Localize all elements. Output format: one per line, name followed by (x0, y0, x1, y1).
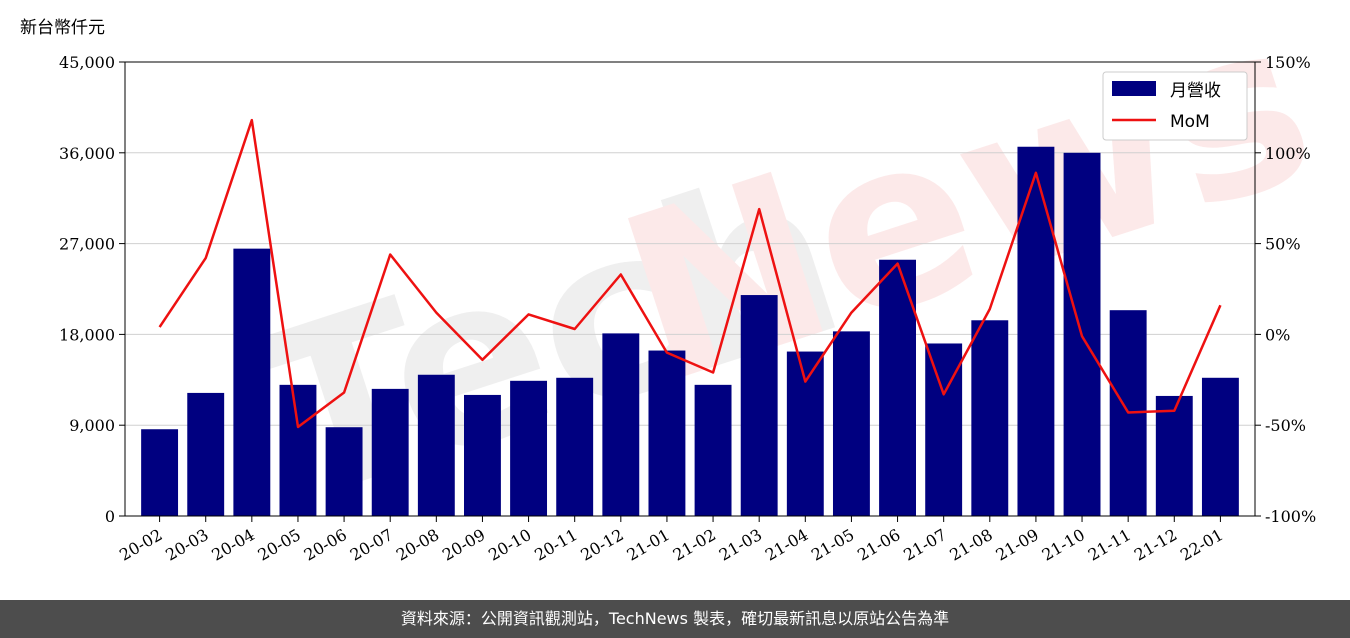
plot-frame (124, 61, 1256, 517)
revenue-bar (556, 377, 594, 516)
revenue-bar (233, 248, 271, 516)
legend: 月營收 MoM (1102, 71, 1248, 141)
svg-text:News: News (594, 0, 1340, 437)
revenue-bar (464, 394, 501, 516)
revenue-bar (325, 427, 363, 516)
x-tick-label: 20-12 (577, 525, 626, 565)
right-tick-label: 0% (1265, 325, 1290, 344)
revenue-bar (1201, 377, 1239, 516)
revenue-bar (879, 259, 916, 516)
legend-label-mom: MoM (1170, 112, 1210, 132)
right-tick-label: -100% (1265, 507, 1316, 526)
x-tick-label: 21-11 (1085, 525, 1134, 565)
x-tick-label: 20-05 (255, 525, 304, 565)
revenue-chart: Tech News 新台幣仟元 09,00018,00027,00036,000… (20, 0, 1340, 565)
left-tick-label: 0 (105, 507, 115, 526)
revenue-bar (371, 388, 409, 516)
revenue-bar (971, 320, 1009, 516)
x-tick-label: 20-10 (485, 525, 534, 565)
x-tick-label: 21-07 (900, 525, 949, 565)
x-tick-label: 22-01 (1177, 525, 1226, 565)
x-tick-label: 20-03 (162, 525, 211, 565)
right-tick-label: 50% (1265, 235, 1301, 254)
x-tick-label: 20-02 (116, 525, 165, 565)
revenue-bar (786, 351, 824, 516)
x-tick-label: 20-04 (208, 525, 257, 565)
revenue-bar (417, 374, 455, 516)
revenue-bar (602, 333, 640, 516)
right-tick-label: 150% (1265, 53, 1311, 72)
x-tick-label: 21-05 (808, 525, 857, 565)
x-tick-label: 21-01 (623, 525, 672, 565)
revenue-bar (279, 384, 317, 516)
x-tick-label: 21-12 (1131, 525, 1180, 565)
x-tick-label: 21-04 (762, 525, 811, 565)
revenue-bar (648, 350, 686, 516)
right-tick-label: 100% (1265, 144, 1311, 163)
revenue-bar (740, 295, 778, 516)
x-tick-label: 21-08 (946, 525, 995, 565)
source-footer: 資料來源：公開資訊觀測站，TechNews 製表，確切最新訊息以原站公告為準 (0, 600, 1350, 638)
mom-line (158, 118, 1222, 429)
revenue-bar (510, 380, 548, 516)
revenue-bar (694, 384, 732, 516)
revenue-bar (141, 429, 179, 516)
x-tick-label: 20-11 (531, 525, 580, 565)
x-tick-label: 21-09 (992, 525, 1041, 565)
left-tick-label: 45,000 (59, 53, 115, 72)
left-tick-label: 18,000 (59, 325, 115, 344)
x-tick-label: 21-02 (670, 525, 719, 565)
revenue-bar (1155, 395, 1193, 516)
mom-line-series (158, 118, 1222, 429)
legend-swatch-revenue (1112, 81, 1156, 96)
x-tick-label: 20-09 (439, 525, 488, 565)
y-axis-unit-label: 新台幣仟元 (20, 18, 105, 38)
x-tick-label: 21-03 (716, 525, 765, 565)
revenue-bar (1017, 146, 1055, 516)
legend-label-revenue: 月營收 (1170, 81, 1221, 101)
x-tick-label: 20-08 (393, 525, 442, 565)
left-tick-label: 27,000 (59, 235, 115, 254)
x-tick-label: 21-10 (1039, 525, 1088, 565)
revenue-bar (187, 392, 225, 516)
revenue-bar (832, 331, 870, 516)
right-tick-label: -50% (1265, 416, 1306, 435)
x-tick-label: 21-06 (854, 525, 903, 565)
left-tick-label: 9,000 (69, 416, 115, 435)
left-tick-label: 36,000 (59, 144, 115, 163)
